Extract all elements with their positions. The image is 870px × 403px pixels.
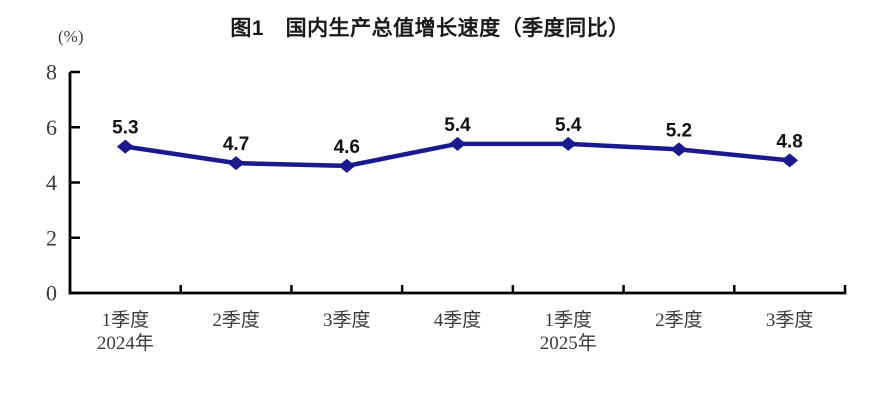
y-axis-tick-label: 0 (46, 281, 57, 306)
chart-title: 图1 国内生产总值增长速度（季度同比） (230, 17, 630, 40)
data-point-marker (559, 136, 577, 151)
x-category-label: 4季度 (434, 309, 482, 331)
data-point-marker (116, 139, 134, 154)
x-category-label: 1季度 (102, 309, 150, 331)
x-category-label: 2季度 (655, 309, 703, 331)
y-axis-unit-label: (%) (58, 27, 84, 46)
data-point-marker (338, 158, 356, 173)
data-point-label: 4.8 (776, 131, 802, 152)
y-axis-tick-label: 8 (46, 60, 57, 85)
x-category-year-label: 2024年 (97, 332, 154, 354)
x-category-label: 3季度 (323, 309, 371, 331)
data-point-label: 5.4 (555, 115, 582, 136)
y-axis-tick-label: 6 (46, 115, 57, 140)
data-point-marker (227, 156, 245, 171)
data-point-label: 5.3 (112, 118, 138, 139)
x-category-label: 3季度 (766, 309, 814, 331)
x-category-label: 2季度 (212, 309, 260, 331)
data-point-marker (670, 142, 688, 157)
data-point-label: 5.4 (444, 115, 471, 136)
data-point-label: 4.6 (334, 137, 360, 158)
x-category-year-label: 2025年 (540, 332, 597, 354)
data-point-label: 4.7 (223, 134, 249, 155)
y-axis-tick-label: 4 (46, 170, 57, 195)
data-point-marker (449, 136, 466, 151)
y-axis-tick-label: 2 (46, 225, 57, 250)
x-category-label: 1季度 (544, 309, 592, 331)
data-point-label: 5.2 (666, 120, 692, 141)
data-point-marker (781, 153, 799, 168)
